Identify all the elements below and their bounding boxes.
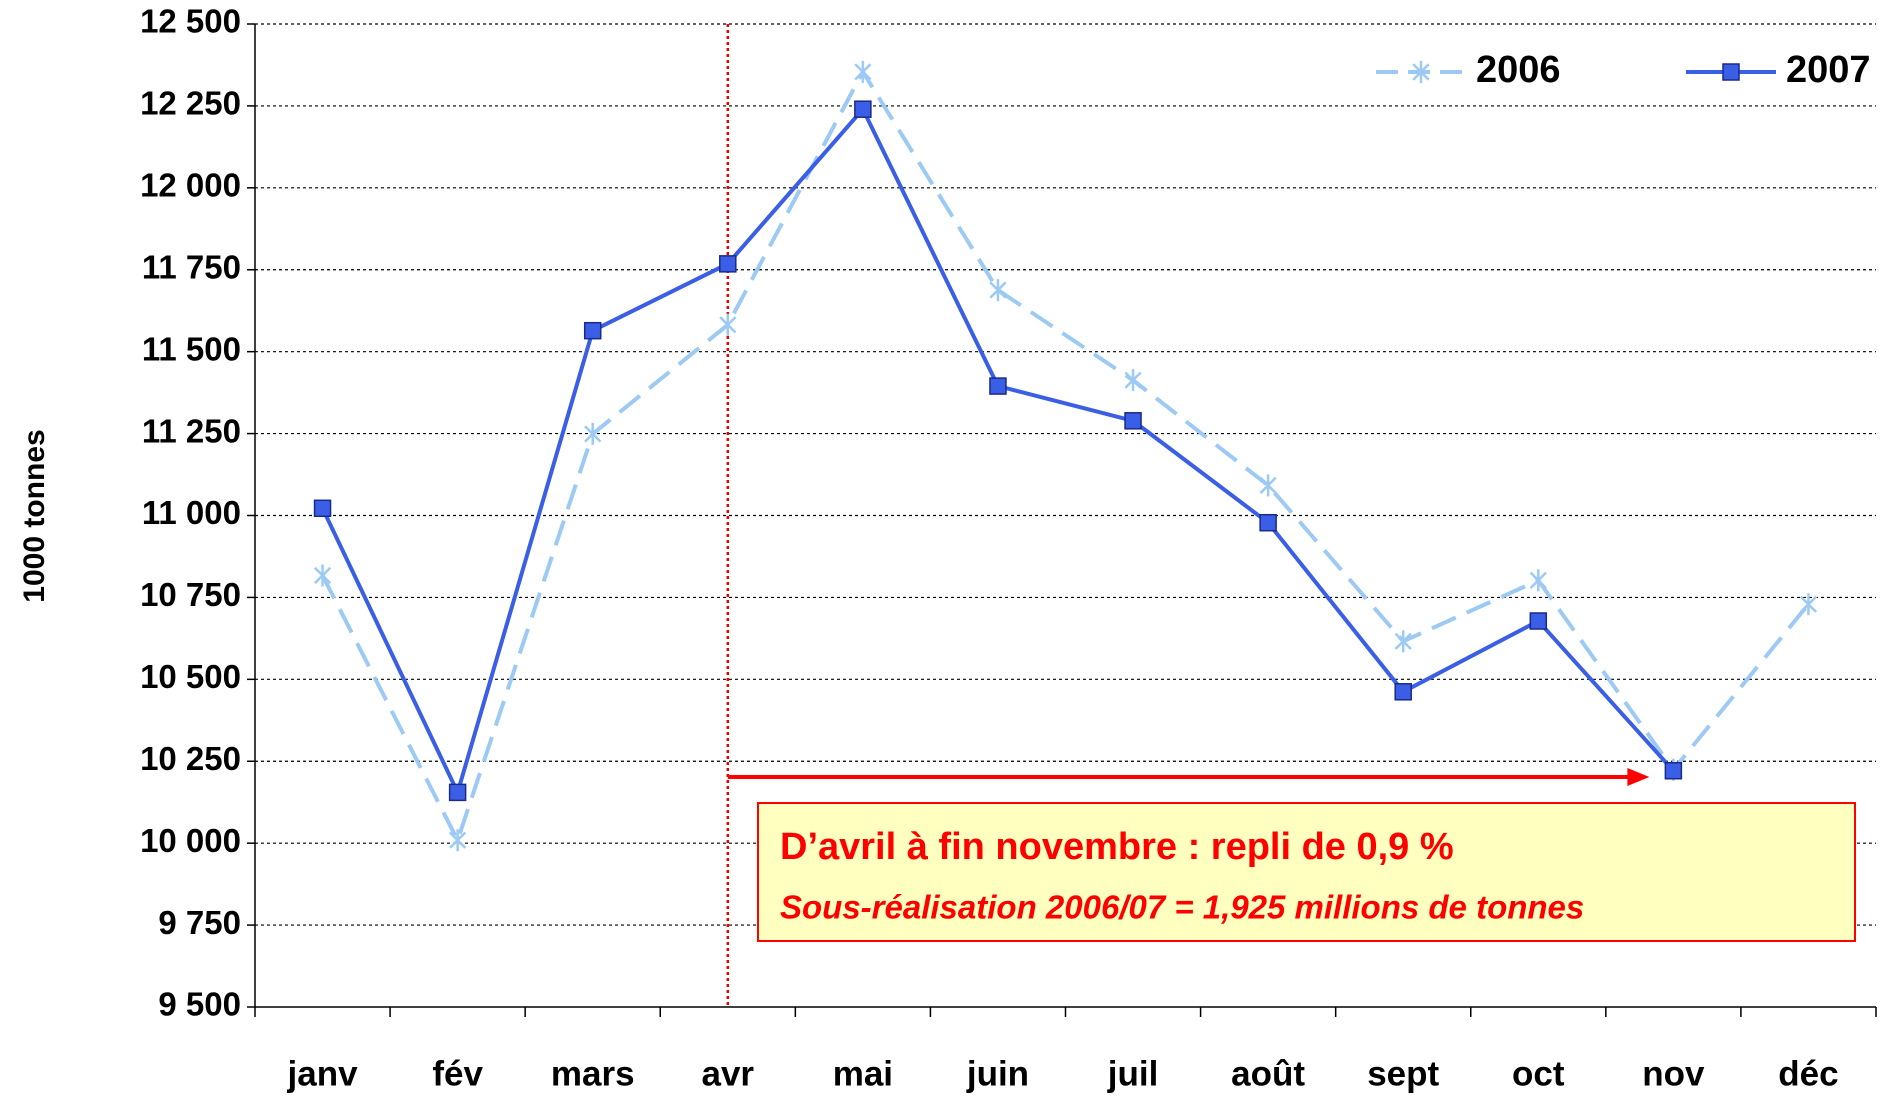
marker: [989, 279, 1007, 302]
marker: [854, 100, 872, 118]
marker: [1799, 593, 1818, 616]
y-tick-label: 10 000: [140, 822, 241, 859]
annotation: D’avril à fin novembre : repli de 0,9 %: [780, 826, 1454, 868]
y-tick-label: 10 750: [140, 576, 241, 613]
marker: [1124, 412, 1142, 430]
marker: [1529, 612, 1548, 630]
y-tick-label: 12 250: [140, 85, 241, 122]
marker: [1259, 513, 1277, 532]
legend-marker: [1722, 63, 1740, 81]
x-tick-label: mai: [833, 1054, 893, 1093]
marker: [854, 60, 872, 83]
y-tick-label: 10 250: [140, 740, 241, 777]
series-line: [320, 105, 1675, 798]
x-tick-label: janv: [287, 1054, 359, 1093]
marker: [1259, 474, 1277, 497]
legend-label: 2007: [1786, 49, 1871, 91]
marker: [313, 499, 332, 518]
annotation: Sous-réalisation 2006/07 = 1,925 million…: [780, 889, 1584, 926]
y-tick-label: 10 500: [140, 658, 241, 695]
marker: [1394, 683, 1412, 701]
x-tick-label: déc: [1778, 1054, 1838, 1093]
x-tick-label: avr: [702, 1054, 755, 1093]
y-axis-label: 1000 tonnes: [18, 429, 51, 602]
legend-marker: [1412, 61, 1430, 83]
x-tick-label: nov: [1642, 1054, 1705, 1093]
marker: [583, 321, 602, 340]
marker: [989, 377, 1007, 395]
x-tick-label: mars: [551, 1054, 635, 1093]
y-tick-label: 11 250: [142, 412, 241, 449]
y-tick-label: 9 750: [158, 904, 241, 941]
x-tick-label: juin: [966, 1054, 1029, 1093]
annotation-box: [757, 802, 1856, 942]
x-tick-label: sept: [1367, 1054, 1439, 1093]
arrow-head: [1627, 768, 1650, 786]
y-tick-label: 11 750: [142, 248, 241, 285]
x-tick-label: août: [1231, 1054, 1305, 1093]
marker: [1394, 630, 1412, 653]
y-tick-label: 12 000: [140, 167, 241, 204]
marker: [1124, 369, 1142, 392]
x-tick-label: oct: [1512, 1054, 1565, 1093]
x-tick-label: fév: [432, 1054, 483, 1093]
marker: [313, 564, 332, 587]
marker: [1664, 762, 1683, 780]
y-tick-label: 12 500: [140, 3, 241, 40]
marker: [584, 422, 602, 445]
y-tick-label: 9 500: [158, 986, 241, 1023]
legend-label: 2006: [1476, 49, 1561, 91]
series-line: [320, 67, 1811, 846]
marker: [1529, 569, 1547, 592]
y-tick-label: 11 000: [142, 494, 241, 531]
marker: [719, 255, 737, 273]
marker: [448, 783, 467, 802]
marker: [719, 313, 737, 336]
y-tick-label: 11 500: [142, 330, 241, 367]
marker: [449, 829, 467, 852]
x-tick-label: juil: [1107, 1054, 1159, 1093]
